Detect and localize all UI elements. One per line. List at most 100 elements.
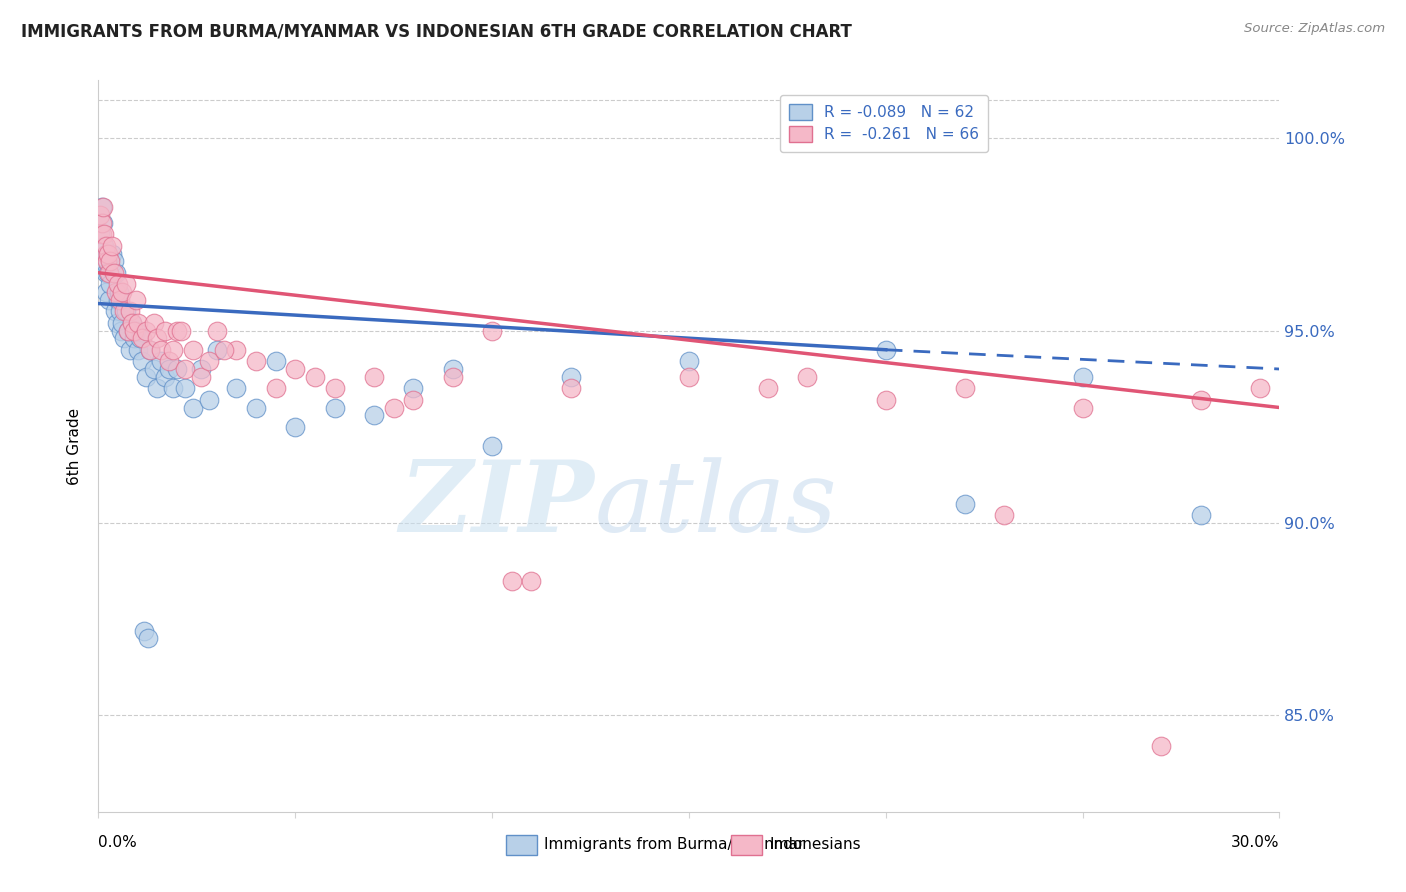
Point bbox=[103, 254, 125, 268]
Point bbox=[205, 343, 228, 357]
Point bbox=[90, 227, 112, 242]
Point bbox=[170, 324, 193, 338]
Point bbox=[110, 324, 132, 338]
Point bbox=[125, 293, 148, 307]
Point bbox=[93, 239, 115, 253]
Point bbox=[107, 277, 129, 292]
Point bbox=[155, 324, 177, 338]
Point bbox=[97, 266, 120, 280]
Point bbox=[105, 316, 128, 330]
Point bbox=[1249, 381, 1271, 395]
Text: atlas: atlas bbox=[595, 457, 837, 552]
Point bbox=[402, 381, 425, 395]
Point bbox=[146, 331, 169, 345]
Point bbox=[197, 354, 219, 368]
Point bbox=[520, 574, 543, 588]
Point bbox=[304, 369, 326, 384]
Point bbox=[150, 343, 173, 357]
Point bbox=[98, 277, 121, 292]
Point bbox=[678, 369, 700, 384]
Legend: R = -0.089   N = 62, R =  -0.261   N = 66: R = -0.089 N = 62, R = -0.261 N = 66 bbox=[780, 95, 988, 152]
Point bbox=[225, 381, 247, 395]
Point bbox=[225, 343, 247, 357]
Text: 30.0%: 30.0% bbox=[1232, 836, 1279, 850]
Point bbox=[264, 354, 287, 368]
Point bbox=[98, 266, 121, 280]
Point bbox=[117, 324, 139, 338]
Point bbox=[91, 200, 114, 214]
Point bbox=[441, 362, 464, 376]
Point bbox=[166, 324, 188, 338]
Point bbox=[112, 331, 135, 345]
Point bbox=[108, 304, 131, 318]
Point bbox=[166, 362, 188, 376]
Point bbox=[108, 293, 131, 307]
Point bbox=[481, 324, 503, 338]
Point bbox=[131, 331, 153, 345]
Text: Indonesians: Indonesians bbox=[769, 838, 860, 852]
Point bbox=[138, 343, 160, 357]
Point bbox=[245, 354, 267, 368]
Point bbox=[105, 285, 128, 299]
Point bbox=[678, 354, 700, 368]
Text: ZIP: ZIP bbox=[399, 457, 595, 553]
Point bbox=[97, 246, 120, 260]
Point bbox=[112, 304, 135, 318]
Point bbox=[441, 369, 464, 384]
Point bbox=[150, 354, 173, 368]
Point bbox=[91, 216, 114, 230]
Point bbox=[953, 497, 976, 511]
Point bbox=[181, 343, 204, 357]
Point bbox=[993, 508, 1015, 523]
Point bbox=[89, 227, 111, 242]
Point bbox=[323, 381, 346, 395]
Text: Source: ZipAtlas.com: Source: ZipAtlas.com bbox=[1244, 22, 1385, 36]
Point bbox=[214, 343, 236, 357]
Point bbox=[323, 401, 346, 415]
Point bbox=[155, 369, 177, 384]
Point bbox=[363, 408, 385, 422]
Point bbox=[98, 293, 121, 307]
Point bbox=[89, 208, 111, 222]
Point bbox=[122, 324, 145, 338]
Point bbox=[284, 419, 307, 434]
Point bbox=[402, 392, 425, 407]
Point bbox=[93, 227, 115, 242]
Point bbox=[197, 392, 219, 407]
Point bbox=[96, 254, 118, 268]
Point bbox=[127, 316, 149, 330]
Point bbox=[174, 362, 197, 376]
Point bbox=[128, 331, 150, 345]
Point bbox=[157, 362, 180, 376]
Point bbox=[382, 401, 405, 415]
Point bbox=[101, 239, 124, 253]
Point bbox=[91, 216, 114, 230]
Point bbox=[142, 362, 165, 376]
Point bbox=[875, 392, 897, 407]
Point bbox=[245, 401, 267, 415]
Point bbox=[96, 239, 118, 253]
Point bbox=[90, 200, 112, 214]
Point bbox=[190, 362, 212, 376]
Text: IMMIGRANTS FROM BURMA/MYANMAR VS INDONESIAN 6TH GRADE CORRELATION CHART: IMMIGRANTS FROM BURMA/MYANMAR VS INDONES… bbox=[21, 22, 852, 40]
Point bbox=[756, 381, 779, 395]
Point bbox=[162, 381, 184, 395]
Point bbox=[162, 343, 184, 357]
Point bbox=[111, 285, 134, 299]
Point bbox=[118, 343, 141, 357]
Point bbox=[146, 381, 169, 395]
Point bbox=[132, 624, 155, 638]
Point bbox=[101, 246, 124, 260]
Text: Immigrants from Burma/Myanmar: Immigrants from Burma/Myanmar bbox=[544, 838, 804, 852]
Point bbox=[104, 304, 127, 318]
Point bbox=[181, 401, 204, 415]
Point bbox=[91, 254, 114, 268]
Point bbox=[117, 324, 139, 338]
Point bbox=[122, 331, 145, 345]
Point bbox=[135, 369, 157, 384]
Point bbox=[190, 369, 212, 384]
Point bbox=[875, 343, 897, 357]
Point bbox=[136, 632, 159, 646]
Point bbox=[796, 369, 818, 384]
Y-axis label: 6th Grade: 6th Grade bbox=[67, 408, 83, 484]
